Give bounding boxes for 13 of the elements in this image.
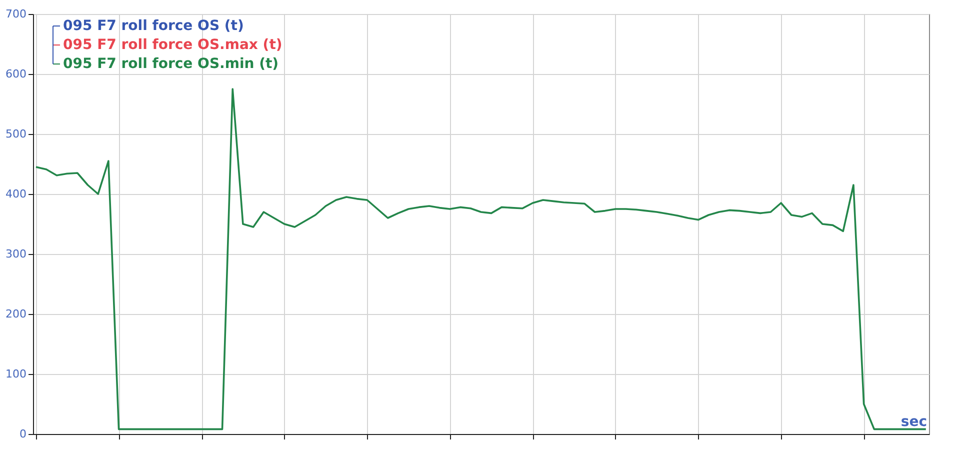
x-axis-title: sec [900, 414, 927, 430]
y-tick-label: 200 [6, 308, 26, 320]
legend-label: 095 F7 roll force OS (t) [63, 18, 244, 34]
y-tick-label: 600 [6, 68, 26, 80]
legend-label: 095 F7 roll force OS.min (t) [63, 56, 279, 72]
y-tick-label: 0 [20, 428, 26, 440]
y-tick-label: 500 [6, 128, 26, 140]
legend-label: 095 F7 roll force OS.max (t) [63, 37, 282, 53]
y-tick-label: 700 [6, 8, 26, 20]
y-tick-label: 400 [6, 188, 26, 200]
y-tick-label: 300 [6, 248, 26, 260]
line-series [35, 88, 927, 430]
y-tick-label: 100 [6, 368, 26, 380]
